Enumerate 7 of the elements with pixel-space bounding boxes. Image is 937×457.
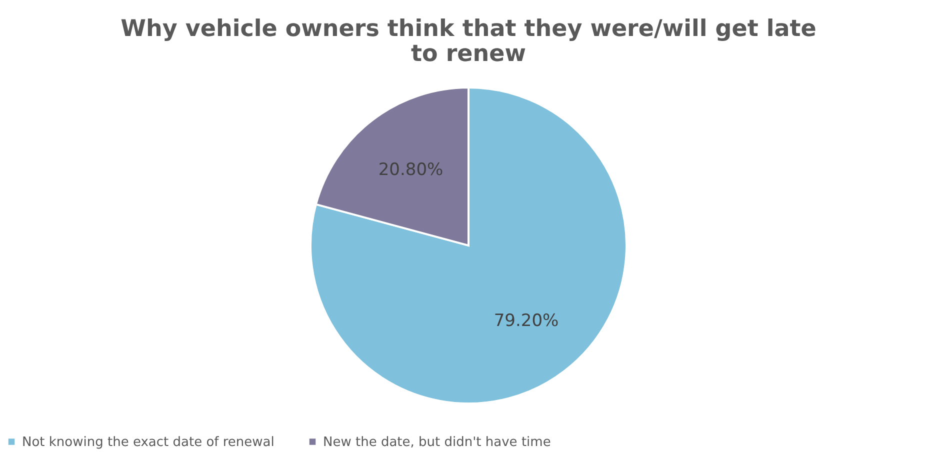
legend-label: Not knowing the exact date of renewal (22, 434, 274, 450)
data-label: 20.80% (378, 160, 444, 180)
pie-slice (310, 86, 628, 404)
legend-label: New the date, but didn't have time (323, 434, 551, 450)
data-label: 79.20% (494, 310, 559, 331)
text: Why vehicle owners think that they were/will get late (120, 16, 816, 42)
text: to renew (411, 41, 526, 67)
